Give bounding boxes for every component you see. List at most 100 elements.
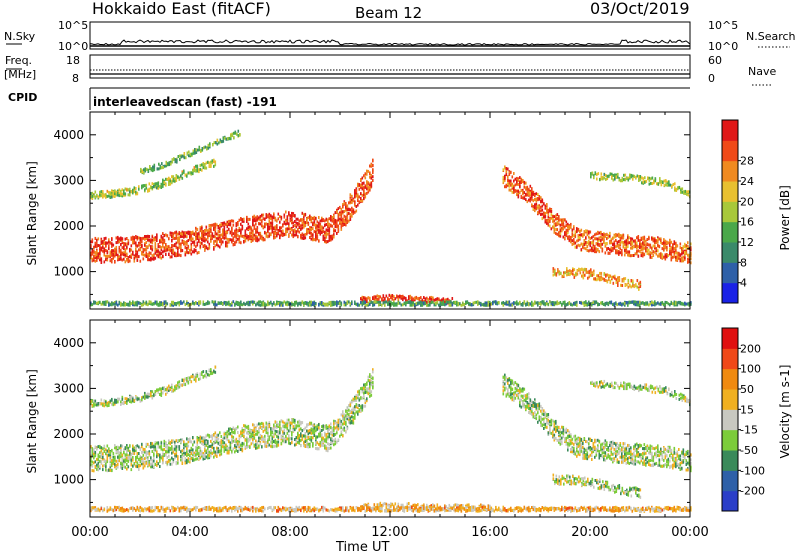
heatmap-cell (135, 241, 137, 245)
heatmap-cell (327, 222, 329, 226)
heatmap-cell (609, 274, 612, 278)
heatmap-cell (187, 303, 190, 307)
heatmap-cell (588, 275, 591, 279)
heatmap-cell (550, 213, 553, 217)
heatmap-cell (651, 176, 654, 180)
heatmap-cell (613, 244, 616, 248)
heatmap-cell (639, 175, 642, 178)
heatmap-cell (151, 442, 154, 446)
heatmap-cell (336, 210, 338, 214)
heatmap-cell (237, 237, 239, 241)
heatmap-cell (535, 197, 538, 201)
heatmap-cell (279, 215, 281, 218)
heatmap-cell (97, 445, 100, 449)
heatmap-cell (217, 244, 220, 248)
heatmap-cell (237, 229, 239, 233)
heatmap-cell (153, 168, 156, 172)
heatmap-cell (403, 296, 406, 300)
heatmap-cell (364, 300, 367, 304)
heatmap-cell (235, 233, 238, 236)
heatmap-cell (436, 300, 439, 304)
heatmap-cell (118, 192, 121, 196)
heatmap-cell (241, 303, 244, 307)
heatmap-cell (535, 301, 538, 305)
heatmap-cell (619, 243, 622, 247)
heatmap-cell (165, 300, 167, 304)
heatmap-cell (168, 176, 170, 180)
heatmap-cell (184, 246, 187, 250)
heatmap-cell (576, 245, 578, 249)
heatmap-cell (552, 267, 555, 271)
heatmap-cell (504, 185, 506, 189)
heatmap-cell (198, 170, 200, 173)
heatmap-cell (145, 245, 148, 249)
heatmap-cell (235, 222, 238, 226)
heatmap-cell (390, 300, 392, 304)
heatmap-cell (135, 449, 137, 452)
heatmap-cell (634, 245, 637, 249)
heatmap-cell (550, 227, 553, 231)
heatmap-cell (510, 183, 512, 187)
heatmap-cell (624, 178, 627, 182)
heatmap-cell (166, 450, 169, 454)
colorbar-tick-label: 4 (740, 277, 747, 290)
heatmap-cell (684, 258, 686, 261)
heatmap-cell (351, 302, 353, 306)
heatmap-cell (409, 303, 412, 307)
heatmap-cell (535, 192, 538, 196)
heatmap-cell (597, 242, 599, 246)
heatmap-cell (201, 168, 203, 172)
heatmap-cell (676, 257, 679, 261)
heatmap-cell (352, 198, 355, 202)
heatmap-cell (508, 300, 511, 304)
heatmap-cell (609, 248, 611, 252)
heatmap-cell (313, 230, 316, 234)
heatmap-cell (346, 213, 349, 217)
heatmap-cell (387, 302, 389, 306)
heatmap-cell (145, 444, 148, 448)
heatmap-cell (363, 301, 365, 305)
heatmap-cell (438, 297, 440, 301)
heatmap-cell (145, 255, 148, 258)
heatmap-cell (126, 237, 128, 240)
heatmap-cell (321, 231, 323, 234)
heatmap-cell (256, 302, 259, 306)
heatmap-cell (666, 180, 669, 184)
heatmap-cell (294, 303, 296, 307)
heatmap-cell (378, 295, 380, 298)
heatmap-cell (517, 194, 520, 198)
heatmap-cell (91, 238, 94, 242)
heatmap-cell (367, 301, 370, 305)
heatmap-cell (219, 230, 221, 234)
heatmap-cell (162, 165, 165, 169)
heatmap-cell (690, 302, 692, 306)
heatmap-cell (623, 178, 625, 182)
heatmap-cell (670, 302, 673, 305)
heatmap-cell (223, 233, 226, 237)
heatmap-cell (364, 297, 367, 301)
heatmap-cell (517, 182, 520, 186)
heatmap-cell (127, 302, 130, 306)
heatmap-cell (96, 238, 98, 242)
heatmap-cell (331, 237, 334, 241)
heatmap-cell (325, 235, 328, 239)
heatmap-cell (529, 184, 532, 188)
heatmap-cell (600, 235, 602, 239)
heatmap-cell (316, 234, 319, 238)
heatmap-cell (427, 298, 430, 302)
heatmap-cell (183, 231, 185, 235)
heatmap-cell (376, 297, 379, 301)
heatmap-cell (238, 239, 241, 243)
heatmap-cell (442, 301, 445, 304)
heatmap-cell (600, 271, 603, 275)
heatmap-cell (147, 451, 149, 455)
heatmap-cell (208, 165, 211, 168)
heatmap-cell (94, 300, 97, 304)
heatmap-cell (157, 254, 160, 258)
heatmap-cell (198, 251, 200, 254)
heatmap-cell (636, 246, 638, 250)
heatmap-cell (259, 234, 262, 238)
heatmap-cell (148, 444, 151, 448)
heatmap-cell (213, 227, 215, 231)
heatmap-cell (510, 170, 512, 174)
